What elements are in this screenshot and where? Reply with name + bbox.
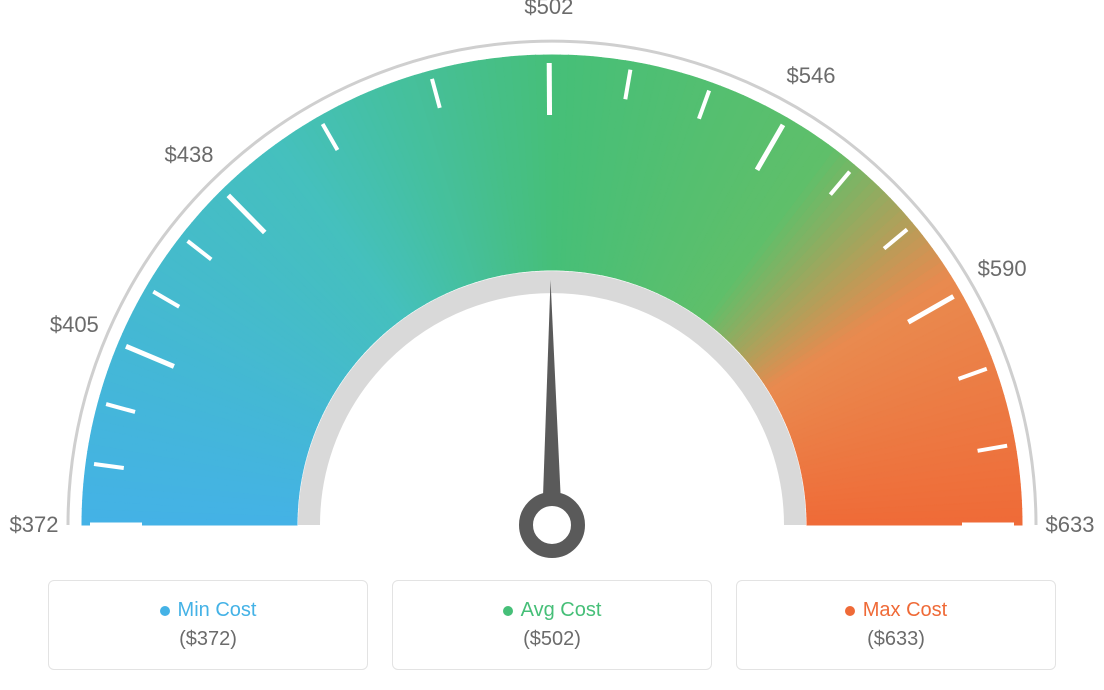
legend-top-max: Max Cost [845, 599, 947, 622]
legend-card-min: Min Cost ($372) [48, 580, 368, 670]
legend-value-max: ($633) [867, 628, 925, 651]
legend-card-avg: Avg Cost ($502) [392, 580, 712, 670]
legend-top-avg: Avg Cost [503, 599, 602, 622]
legend-card-max: Max Cost ($633) [736, 580, 1056, 670]
gauge-tick-label: $502 [524, 0, 573, 20]
legend-label-max: Max Cost [863, 599, 947, 622]
legend-value-min: ($372) [179, 628, 237, 651]
gauge-tick-label: $546 [787, 63, 836, 89]
gauge-tick-label: $438 [165, 142, 214, 168]
gauge-tick-label: $633 [1046, 512, 1095, 538]
gauge-tick-label: $590 [978, 256, 1027, 282]
gauge-tick-label: $372 [10, 512, 59, 538]
legend-label-min: Min Cost [178, 599, 257, 622]
gauge-tick-label: $405 [50, 312, 99, 338]
legend-dot-min [160, 606, 170, 616]
legend-dot-avg [503, 606, 513, 616]
legend-value-avg: ($502) [523, 628, 581, 651]
legend-top-min: Min Cost [160, 599, 257, 622]
gauge-chart: $372 $405 $438 $502 $546 $590 $633 [0, 0, 1104, 570]
legend-dot-max [845, 606, 855, 616]
gauge-svg [0, 0, 1104, 570]
legend-label-avg: Avg Cost [521, 599, 602, 622]
legend-row: Min Cost ($372) Avg Cost ($502) Max Cost… [0, 580, 1104, 690]
